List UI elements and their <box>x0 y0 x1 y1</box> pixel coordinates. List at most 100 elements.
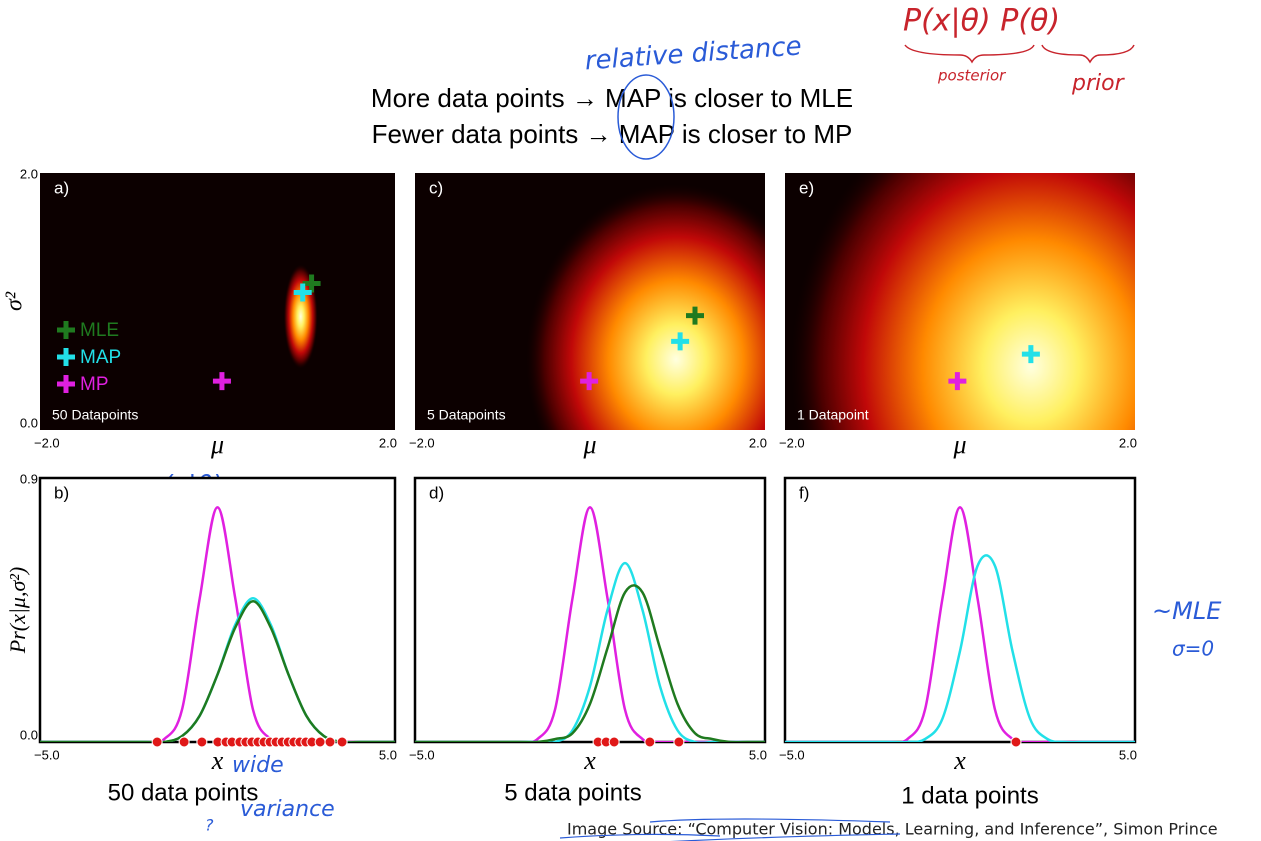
annotation: σ=0 <box>1172 637 1214 661</box>
density-curve <box>40 599 395 742</box>
posterior-density <box>526 184 765 430</box>
y-axis-label: Pr(x|μ,σ²) <box>5 567 30 654</box>
density-curve <box>785 554 1135 742</box>
data-point <box>644 736 656 748</box>
panel-note: 50 Datapoints <box>52 407 138 423</box>
density-curve <box>785 506 1135 742</box>
marker-cross <box>302 274 321 293</box>
panel: −2.0 2.0 0.0 2.0 a) 50 Datapoints μ σ² MLE MAP MP <box>2 166 398 459</box>
x-axis-label: x <box>953 746 966 775</box>
marker-cross <box>293 283 312 302</box>
annotation: posterior <box>937 67 1006 85</box>
plot-content <box>212 264 321 391</box>
data-point <box>673 736 685 748</box>
plot-content <box>415 506 765 742</box>
panel-label: f) <box>799 483 809 502</box>
panel-label: a) <box>54 178 69 197</box>
x-tick-label: 5.0 <box>749 747 767 762</box>
x-tick-label: −2.0 <box>409 435 435 450</box>
legend-label: MP <box>80 374 109 395</box>
x-axis-label: μ <box>582 430 596 459</box>
marker-cross <box>948 372 967 391</box>
annotation: ? <box>205 816 214 835</box>
x-tick-label: −5.0 <box>34 747 60 762</box>
y-axis-label: σ² <box>2 291 28 311</box>
density-curve <box>415 584 765 742</box>
x-tick-label: 2.0 <box>1119 435 1137 450</box>
x-tick-label: 2.0 <box>749 435 767 450</box>
plot-area <box>783 476 1137 744</box>
title-line: Fewer data points → MAP is closer to MP <box>372 119 853 149</box>
data-point <box>608 736 620 748</box>
y-tick-label: 2.0 <box>20 166 38 181</box>
plot-area <box>40 173 395 430</box>
y-tick-label: 0.9 <box>20 471 38 486</box>
x-tick-label: 5.0 <box>1119 747 1137 762</box>
plot-content <box>790 173 1135 430</box>
marker-cross <box>57 321 75 339</box>
panel-label: d) <box>429 483 444 502</box>
annotation: relative distance <box>584 31 803 76</box>
marker-cross <box>57 348 75 366</box>
marker-cross <box>671 332 690 351</box>
density-curve <box>415 506 765 742</box>
plot-area <box>413 476 767 744</box>
panel: −5.0 5.0 f) x <box>779 476 1137 775</box>
data-point <box>336 736 348 748</box>
annotation: P(x|θ) P(θ) <box>903 4 1060 39</box>
plot-content <box>526 184 765 430</box>
marker-cross <box>1021 345 1040 364</box>
x-axis-label: μ <box>952 430 966 459</box>
panel-label: e) <box>799 178 814 197</box>
panel: −5.0 5.0 0.0 0.9 b) x Pr(x|μ,σ²) <box>5 471 397 775</box>
marker-cross <box>580 372 599 391</box>
density-curve <box>40 506 395 742</box>
x-tick-label: −5.0 <box>409 747 435 762</box>
legend-label: MAP <box>80 347 121 368</box>
marker-cross <box>57 375 75 393</box>
marker-cross <box>686 306 704 325</box>
data-point <box>324 736 336 748</box>
marker-cross <box>212 372 231 391</box>
title-line: More data points → MAP is closer to MLE <box>371 83 853 113</box>
caption: 50 data points <box>108 779 259 806</box>
x-axis-label: x <box>583 746 596 775</box>
x-tick-label: 2.0 <box>379 435 397 450</box>
panel: −5.0 5.0 d) x <box>409 476 767 775</box>
y-tick-label: 0.0 <box>20 727 38 742</box>
caption: 1 data points <box>901 782 1038 809</box>
underbrace <box>904 44 1135 64</box>
source: Image Source: “Computer Vision: Models, … <box>567 820 1218 839</box>
x-tick-label: −5.0 <box>779 747 805 762</box>
annotation: variance <box>240 797 335 822</box>
density-curve <box>415 561 765 742</box>
data-point <box>178 736 190 748</box>
panel-label: c) <box>429 178 443 197</box>
x-axis-label: μ <box>210 430 224 459</box>
annotation: ~MLE <box>1152 597 1222 625</box>
x-tick-label: −2.0 <box>779 435 805 450</box>
x-tick-label: 5.0 <box>379 747 397 762</box>
pen-stroke <box>649 818 891 823</box>
panel-label: b) <box>54 483 69 502</box>
data-point <box>151 736 163 748</box>
circle-mark <box>617 74 675 160</box>
pen-stroke <box>559 833 901 841</box>
x-axis-label: x <box>211 746 224 775</box>
x-tick-label: −2.0 <box>34 435 60 450</box>
data-point <box>314 736 326 748</box>
annotation: prior <box>1071 71 1126 96</box>
data-point <box>1010 736 1022 748</box>
charts: −2.0 2.00.02.0a)50 Datapointsμσ²MLEMAPMP−… <box>2 166 1138 775</box>
plot-content <box>40 506 395 742</box>
plot-content <box>785 506 1135 742</box>
legend-label: MLE <box>80 320 119 341</box>
plot-area <box>38 476 397 744</box>
caption: 5 data points <box>504 779 641 806</box>
panel-note: 1 Datapoint <box>797 407 869 423</box>
annotation: wide <box>232 753 284 778</box>
y-tick-label: 0.0 <box>20 415 38 430</box>
panel: −2.0 2.0 c) 5 Datapoints μ <box>409 173 767 459</box>
posterior-density <box>790 173 1135 430</box>
